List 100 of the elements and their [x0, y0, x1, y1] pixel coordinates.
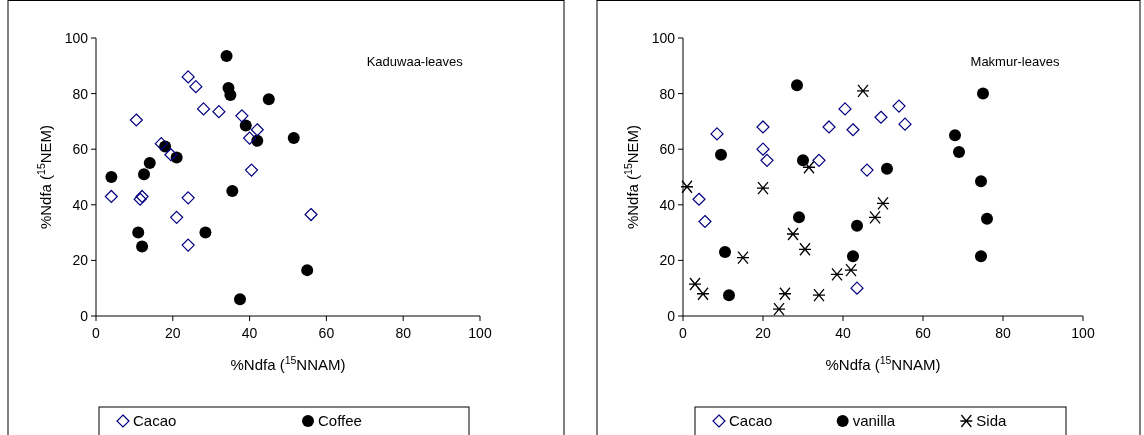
point	[975, 175, 987, 188]
point	[138, 168, 150, 181]
point	[129, 113, 143, 127]
point	[199, 226, 212, 239]
text: Kaduwaa-leaves	[366, 54, 464, 69]
point	[981, 212, 993, 225]
point	[719, 246, 731, 259]
point	[847, 250, 859, 263]
point	[846, 123, 860, 137]
point	[797, 154, 809, 167]
point	[710, 127, 724, 141]
point	[838, 102, 852, 116]
x-tick-label: 60	[318, 325, 335, 341]
point	[760, 153, 774, 167]
x-axis-title: %Ndfa ($^{15}$NNAM)	[230, 354, 346, 373]
y-tick-label: 60	[72, 141, 89, 158]
legend-label: Sida	[976, 412, 1008, 430]
y-tick-label: 100	[64, 29, 89, 46]
point	[181, 238, 195, 252]
point	[181, 70, 195, 84]
point	[830, 267, 844, 281]
point	[791, 79, 803, 92]
point	[143, 157, 156, 170]
point	[876, 196, 890, 211]
point	[798, 242, 812, 256]
point	[756, 142, 770, 156]
x-tick-label: 20	[165, 325, 181, 341]
legend-label: vanilla	[852, 412, 896, 430]
point	[301, 264, 314, 277]
text: Makmur-leaves	[970, 54, 1060, 69]
point	[772, 302, 786, 316]
legend-label: Cacao	[729, 412, 773, 430]
x-tick-label: 0	[92, 325, 101, 341]
point	[786, 227, 800, 241]
point	[850, 281, 864, 295]
point	[778, 287, 792, 301]
point	[802, 160, 816, 174]
point	[680, 180, 694, 194]
point	[105, 171, 118, 183]
x-tick-label: 100	[1071, 325, 1095, 341]
point	[860, 163, 874, 177]
point	[812, 288, 826, 302]
point	[244, 163, 259, 177]
point	[822, 120, 836, 134]
legend-label: Cacao	[133, 412, 177, 430]
point	[164, 148, 178, 162]
point	[715, 148, 727, 161]
y-tick-label: 20	[72, 252, 89, 269]
point	[723, 289, 735, 302]
point	[243, 131, 257, 145]
point	[881, 162, 893, 175]
legend-label: Coffee	[318, 412, 362, 430]
point	[756, 181, 770, 195]
point	[953, 145, 965, 158]
x-tick-label: 80	[395, 325, 412, 341]
x-tick-label: 40	[241, 325, 258, 341]
point	[696, 287, 710, 301]
point	[874, 110, 888, 124]
x-tick-label: 40	[835, 325, 851, 341]
x-tick-label: 100	[468, 325, 492, 341]
point	[250, 123, 264, 137]
point	[898, 117, 912, 131]
point	[132, 226, 145, 239]
x-axis-title: %Ndfa ($^{15}$NNAM)	[825, 354, 941, 373]
point	[698, 214, 712, 229]
point	[736, 250, 750, 265]
point	[181, 191, 195, 205]
point	[136, 240, 149, 253]
point	[856, 84, 870, 98]
point	[844, 263, 858, 277]
point	[892, 99, 906, 113]
point	[812, 153, 826, 167]
point	[975, 250, 987, 263]
x-tick-label: 0	[679, 325, 688, 341]
y-tick-label: 60	[659, 141, 676, 158]
point	[212, 105, 226, 119]
point	[196, 102, 211, 116]
y-tick-label: 80	[659, 85, 676, 102]
point	[692, 192, 706, 206]
point	[949, 129, 961, 142]
point	[170, 210, 184, 224]
y-tick-label: 0	[80, 307, 89, 324]
point	[154, 137, 168, 151]
point	[104, 189, 118, 204]
x-tick-label: 80	[995, 325, 1011, 341]
point	[220, 50, 233, 63]
point	[304, 207, 318, 222]
y-tick-label: 20	[659, 252, 676, 269]
point	[688, 277, 702, 291]
y-tick-label: 40	[659, 196, 676, 213]
point	[235, 109, 249, 123]
point	[262, 93, 275, 106]
point	[239, 119, 252, 132]
point	[189, 80, 203, 94]
y-tick-label: 100	[651, 29, 676, 46]
y-tick-label: 80	[72, 85, 89, 102]
point	[234, 293, 246, 306]
x-tick-label: 20	[755, 325, 771, 341]
point	[851, 219, 863, 232]
y-tick-label: 40	[72, 196, 89, 213]
